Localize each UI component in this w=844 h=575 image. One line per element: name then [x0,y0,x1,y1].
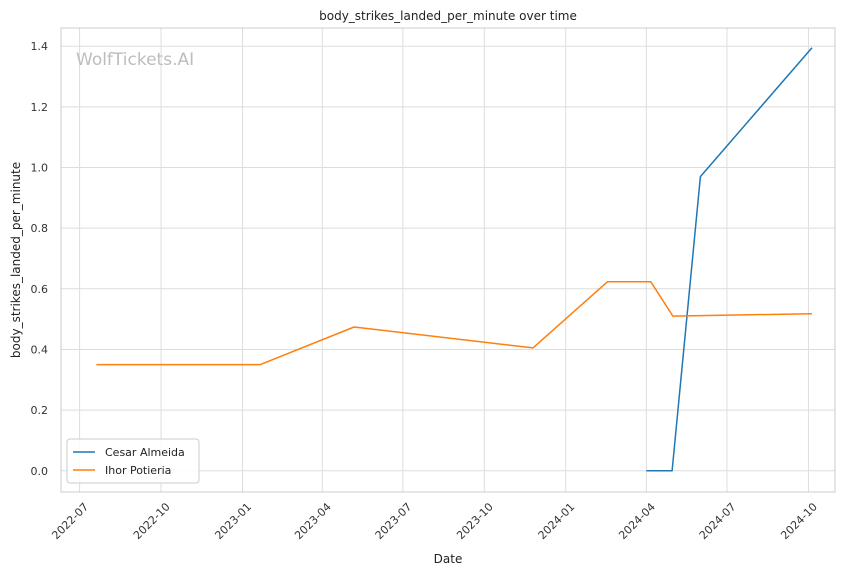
legend-box [66,438,200,484]
x-axis-label: Date [434,552,463,566]
series-layer [96,47,813,472]
y-axis-label: body_strikes_landed_per_minute [9,162,23,358]
series-line-cesar-almeida [646,47,813,472]
plot-frame [60,27,836,493]
y-tick-label: 1.4 [31,40,49,53]
y-tick-label: 0.8 [31,222,49,235]
y-tick-label: 1.0 [31,162,49,175]
chart-title: body_strikes_landed_per_minute over time [319,9,577,23]
y-tick-label: 0.2 [31,404,49,417]
y-tick-label: 0.0 [31,465,49,478]
legend-label: Ihor Potieria [105,464,171,477]
legend-label: Cesar Almeida [105,446,185,459]
y-axis: 0.0 0.2 0.4 0.6 0.8 1.0 1.2 1.4 [31,40,49,478]
watermark: WolfTickets.AI [76,50,194,70]
y-tick-label: 0.6 [31,283,49,296]
y-tick-label: 1.2 [31,101,49,114]
series-line-ihor-potieria [96,281,813,366]
y-tick-label: 0.4 [31,343,49,356]
legend: Cesar Almeida Ihor Potieria [66,438,200,484]
